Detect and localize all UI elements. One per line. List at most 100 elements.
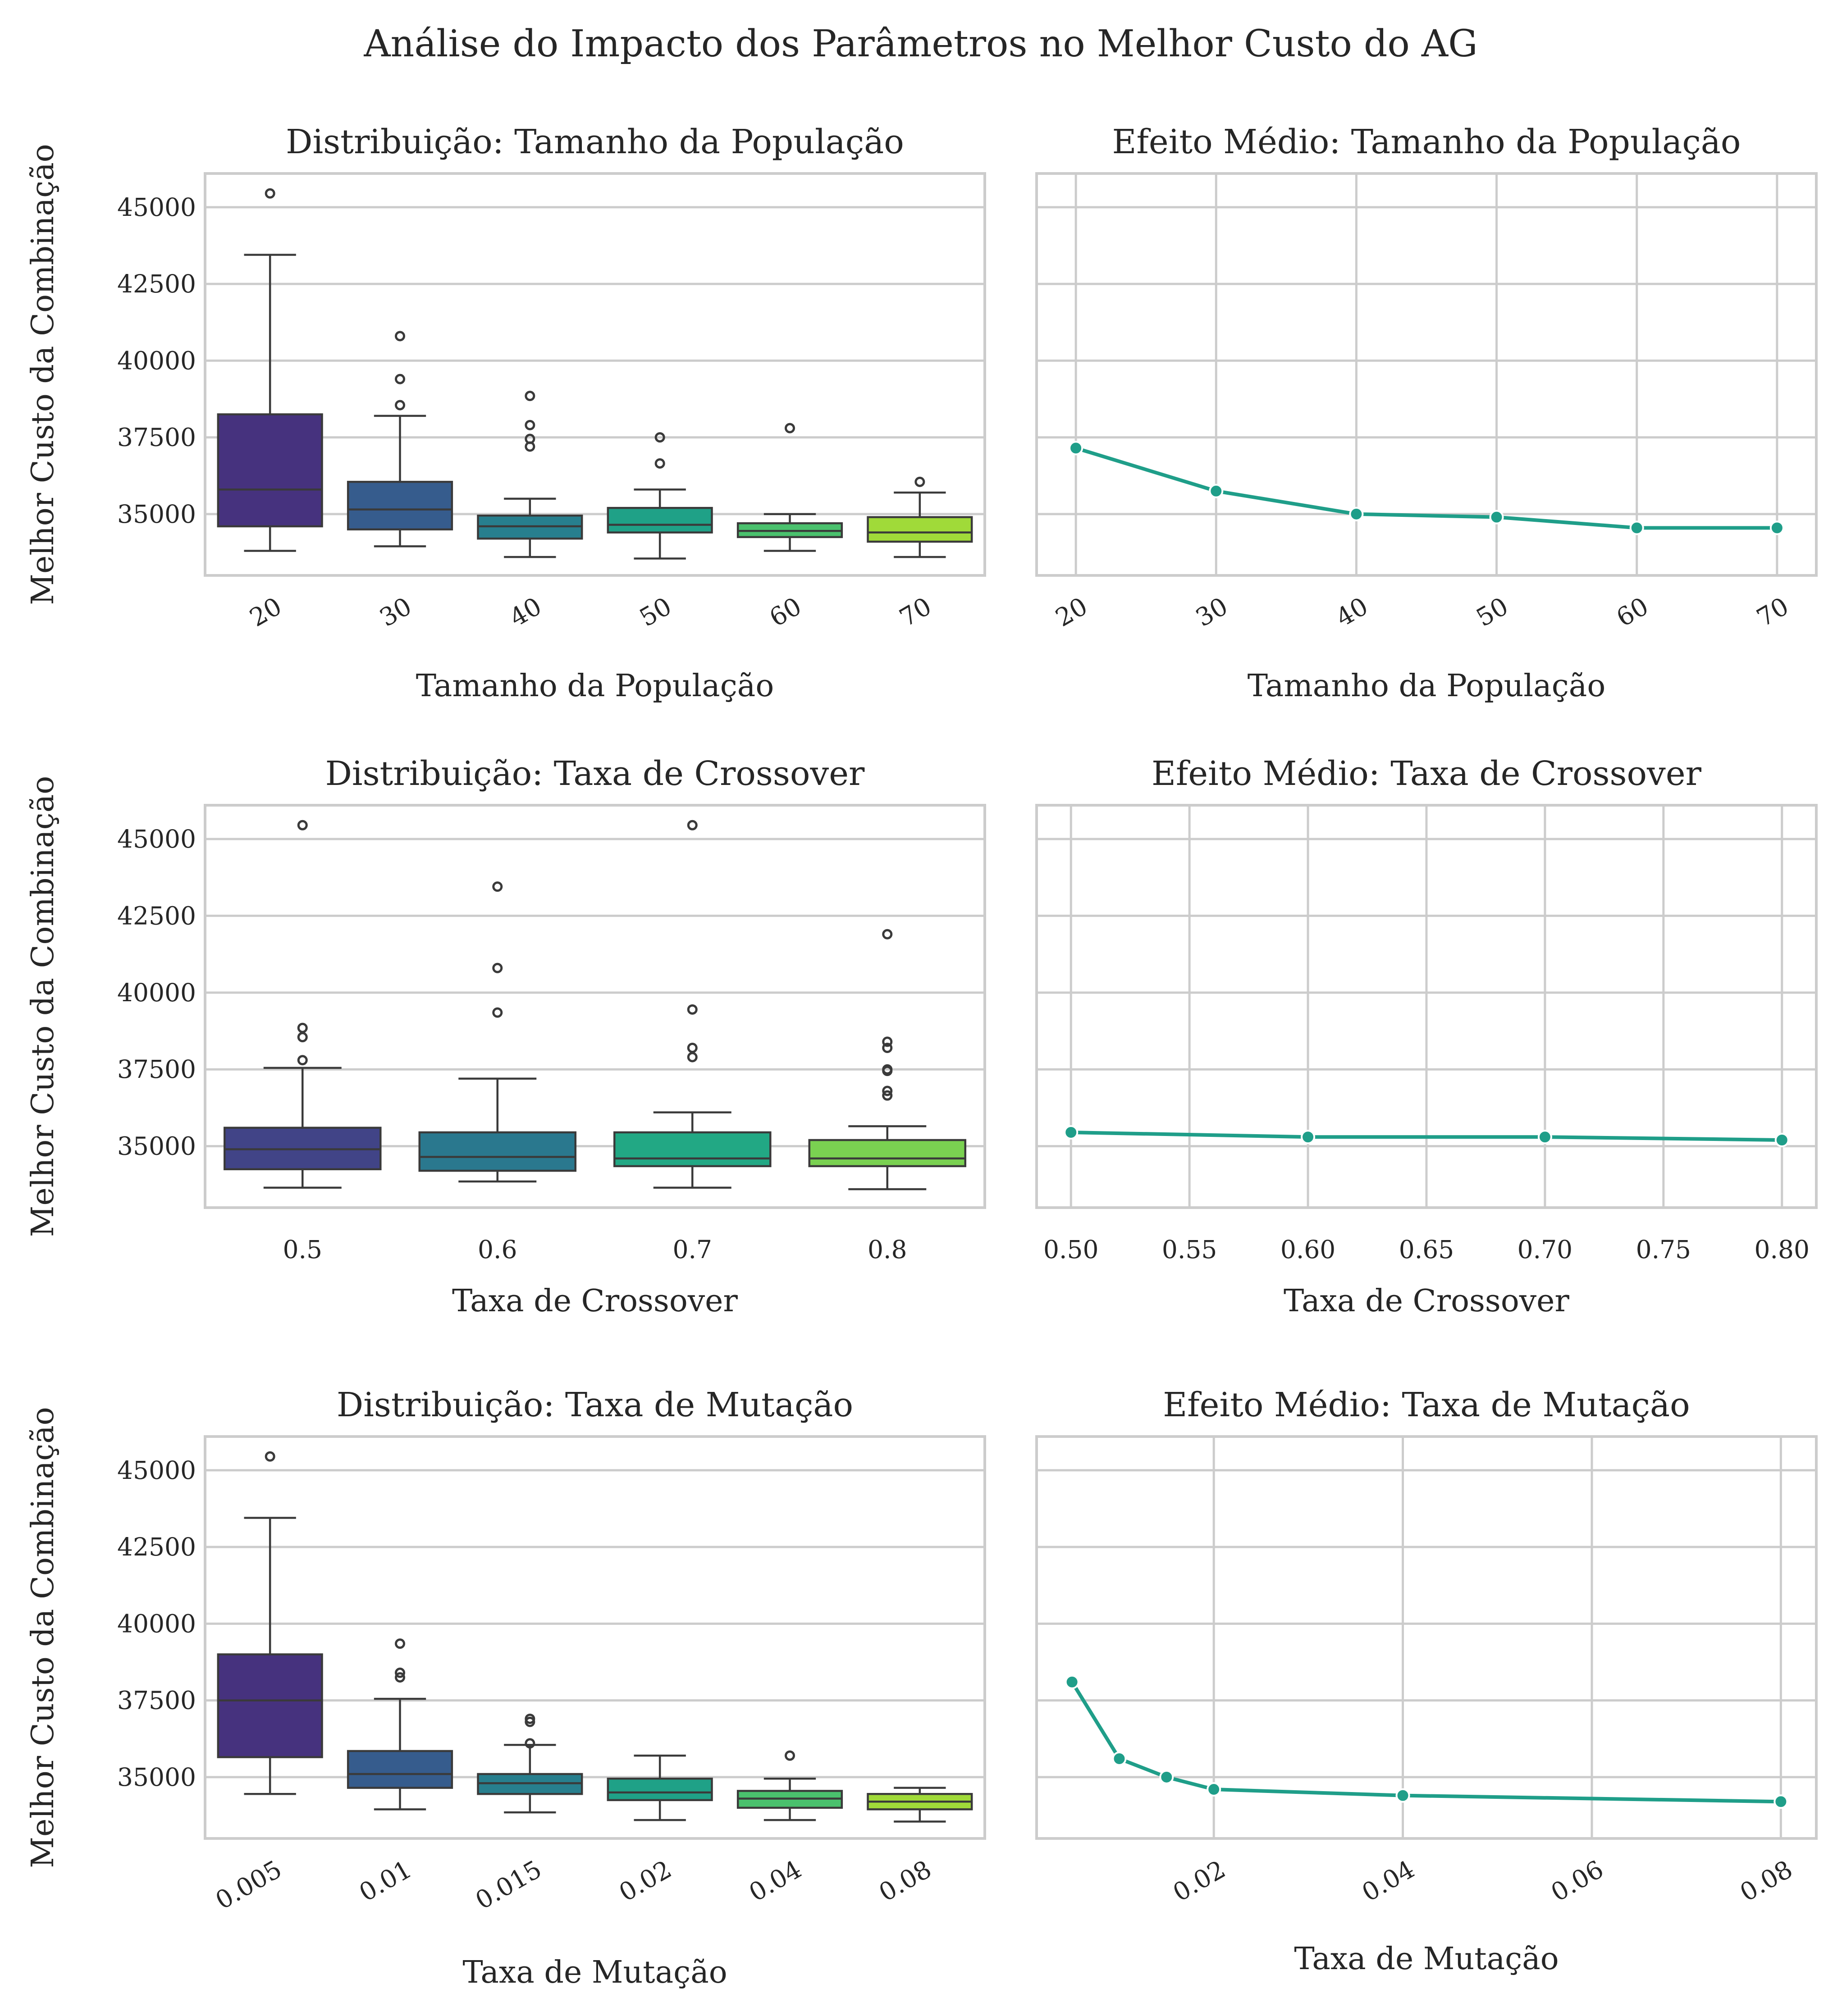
outlier-point <box>882 1090 893 1101</box>
x-tick-label: 70 <box>895 592 937 632</box>
mean-point <box>1112 1751 1127 1766</box>
mean-point <box>1207 1782 1221 1797</box>
outlier-point <box>687 820 698 830</box>
x-tick-label: 70 <box>1752 592 1794 632</box>
x-tick-label: 0.55 <box>1162 1235 1217 1264</box>
axes-frame <box>1035 172 1818 577</box>
mean-point <box>1209 483 1224 498</box>
y-tick-label: 35000 <box>117 500 196 529</box>
y-tick-label: 37500 <box>117 1686 196 1715</box>
box-0.8 <box>808 929 966 1190</box>
x-tick-label: 40 <box>505 592 547 632</box>
mean-point <box>1395 1788 1410 1803</box>
y-axis-label: Melhor Custo da Combinação <box>25 776 61 1237</box>
x-tick-label: 0.02 <box>1168 1855 1230 1907</box>
box-0.04 <box>736 1750 843 1821</box>
x-tick-label: 0.50 <box>1043 1235 1098 1264</box>
outlier-point <box>654 432 665 443</box>
x-axis-label: Taxa de Crossover <box>452 1283 738 1319</box>
box-0.015 <box>477 1713 583 1814</box>
outlier-point <box>395 1667 405 1678</box>
mean-point <box>1349 506 1364 521</box>
outlier-point <box>882 1043 893 1054</box>
box-70 <box>867 476 973 558</box>
y-tick-label: 37500 <box>117 1055 196 1084</box>
x-tick-label: 0.60 <box>1280 1235 1335 1264</box>
iqr-box <box>607 506 713 534</box>
y-tick-label: 42500 <box>117 901 196 930</box>
axes-frame <box>204 1435 986 1840</box>
outlier-point <box>525 1738 535 1749</box>
iqr-box <box>418 1131 576 1172</box>
outlier-point <box>785 1750 795 1761</box>
panel-title: Distribuição: Taxa de Mutação <box>337 1386 853 1424</box>
y-tick-label: 40000 <box>117 978 196 1007</box>
x-tick-label: 0.70 <box>1517 1235 1572 1264</box>
outlier-point <box>395 1638 405 1649</box>
iqr-box <box>347 1750 453 1789</box>
iqr-box <box>808 1139 966 1168</box>
x-tick-label: 0.8 <box>868 1235 907 1264</box>
y-tick-label: 37500 <box>117 423 196 452</box>
x-tick-label: 30 <box>375 592 416 632</box>
outlier-point <box>882 1064 893 1075</box>
outlier-point <box>654 458 665 469</box>
outlier-point <box>395 374 405 384</box>
iqr-box <box>347 481 453 531</box>
iqr-box <box>217 1653 323 1758</box>
y-tick-label: 35000 <box>117 1132 196 1161</box>
mean-point <box>1065 1674 1079 1689</box>
figure-suptitle: Análise do Impacto dos Parâmetros no Mel… <box>363 23 1477 65</box>
x-tick-label: 60 <box>764 592 806 632</box>
mean-point <box>1773 1794 1788 1809</box>
outlier-point <box>882 929 893 940</box>
axes-frame <box>204 804 986 1209</box>
x-axis-label: Taxa de Mutação <box>462 1955 727 1990</box>
box-20 <box>217 188 323 552</box>
y-tick-label: 42500 <box>117 269 196 298</box>
axes-frame <box>204 172 986 577</box>
panel-5: Distribuição: Taxa de Mutação 35000 37500 4… <box>25 1386 986 1990</box>
iqr-box <box>217 413 323 528</box>
x-axis-label: Taxa de Mutação <box>1294 1941 1559 1977</box>
x-tick-label: 0.04 <box>744 1855 806 1907</box>
panel-title: Efeito Médio: Taxa de Mutação <box>1163 1386 1690 1424</box>
outlier-point <box>265 188 275 199</box>
box-0.7 <box>613 820 772 1189</box>
outlier-point <box>525 1713 535 1724</box>
outlier-point <box>297 1032 308 1043</box>
iqr-box <box>867 516 973 543</box>
x-tick-label: 0.005 <box>210 1855 286 1915</box>
outlier-point <box>297 1022 308 1033</box>
outlier-point <box>297 820 308 830</box>
mean-point <box>1629 520 1644 535</box>
x-tick-label: 30 <box>1191 592 1233 632</box>
mean-point <box>1489 510 1504 525</box>
box-0.02 <box>607 1754 713 1821</box>
panel-title: Distribuição: Taxa de Crossover <box>325 754 865 793</box>
y-tick-label: 40000 <box>117 1609 196 1638</box>
panel-title: Efeito Médio: Taxa de Crossover <box>1152 754 1702 793</box>
y-tick-label: 35000 <box>117 1763 196 1792</box>
outlier-point <box>492 962 503 973</box>
mean-line <box>1071 1130 1782 1142</box>
panel-title: Efeito Médio: Tamanho da População <box>1112 123 1741 161</box>
y-tick-label: 42500 <box>117 1533 196 1561</box>
box-0.6 <box>418 881 576 1183</box>
y-tick-label: 40000 <box>117 346 196 375</box>
x-tick-label: 0.01 <box>354 1855 416 1907</box>
x-tick-label: 20 <box>1051 592 1092 632</box>
x-tick-label: 0.04 <box>1357 1855 1419 1907</box>
outlier-point <box>525 420 535 430</box>
mean-point <box>1774 1133 1789 1148</box>
outlier-point <box>687 1043 698 1054</box>
x-tick-label: 40 <box>1331 592 1373 632</box>
box-0.08 <box>867 1787 973 1823</box>
x-tick-label: 0.7 <box>673 1235 712 1264</box>
axes-frame <box>1035 1435 1818 1840</box>
box-50 <box>607 432 713 560</box>
mean-point <box>1064 1125 1079 1140</box>
x-tick-label: 0.65 <box>1399 1235 1454 1264</box>
outlier-point <box>525 391 535 401</box>
